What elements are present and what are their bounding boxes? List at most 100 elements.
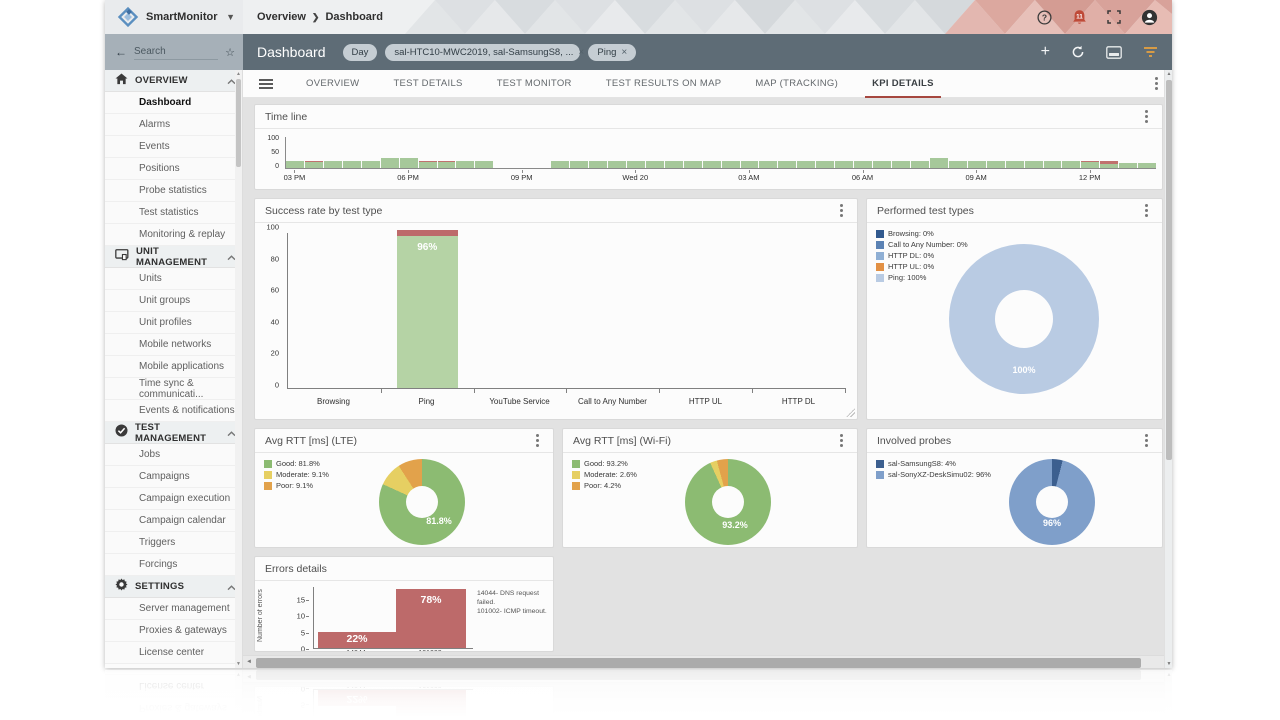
sidebar-item-mobile-networks[interactable]: Mobile networks <box>105 334 242 356</box>
scroll-left-icon[interactable]: ◄ <box>246 673 252 679</box>
sidebar-section-unit-management[interactable]: UNIT MANAGEMENT <box>105 246 242 268</box>
chevron-up-icon[interactable] <box>227 578 236 596</box>
chip-close-icon[interactable]: × <box>578 46 585 58</box>
tab-overview[interactable]: OVERVIEW <box>306 78 360 89</box>
timeline-bar[interactable] <box>626 161 645 168</box>
timeline-bar[interactable] <box>854 161 873 168</box>
timeline-bar[interactable] <box>570 161 588 168</box>
scrollbar-thumb[interactable] <box>256 657 1141 668</box>
sidebar-section-overview[interactable]: OVERVIEW <box>105 70 242 92</box>
scroll-down-icon[interactable]: ▼ <box>236 661 241 667</box>
timeline-bar[interactable] <box>986 161 1005 168</box>
timeline-bar[interactable] <box>589 161 607 168</box>
tab-test-results-on-map[interactable]: TEST RESULTS ON MAP <box>605 78 722 89</box>
chevron-up-icon[interactable] <box>227 248 236 266</box>
timeline-bar[interactable] <box>929 158 948 168</box>
menu-icon[interactable] <box>259 78 273 89</box>
panel-menu-icon[interactable] <box>1140 109 1152 124</box>
timeline-bar[interactable] <box>816 161 835 168</box>
timeline-bar[interactable] <box>1119 162 1138 168</box>
success-bar-ping[interactable]: 96% <box>396 230 458 388</box>
breadcrumb-overview[interactable]: Overview <box>257 11 306 23</box>
timeline-bar[interactable] <box>304 160 323 168</box>
sidebar-item-proxies-gateways[interactable]: Proxies & gateways <box>105 696 242 718</box>
panel-menu-icon[interactable] <box>531 433 543 448</box>
scroll-up-icon[interactable]: ▲ <box>236 71 241 77</box>
back-arrow-icon[interactable]: ← <box>115 45 127 59</box>
timeline-bar[interactable] <box>456 161 475 168</box>
search-input[interactable] <box>134 44 219 60</box>
scroll-down-icon[interactable]: ▼ <box>236 671 241 677</box>
notifications-button[interactable]: 11 <box>1070 8 1088 26</box>
horizontal-scrollbar[interactable]: ◄ ► <box>243 670 1172 683</box>
chip-close-icon[interactable]: × <box>621 46 628 58</box>
sidebar-item-license-center[interactable]: License center <box>105 642 242 664</box>
fullscreen-button[interactable] <box>1105 8 1123 26</box>
timeline-bar[interactable] <box>361 161 380 168</box>
sidebar-item-license-center[interactable]: License center <box>105 674 242 696</box>
timeline-bar[interactable] <box>892 161 910 168</box>
timeline-bar[interactable] <box>778 161 797 168</box>
timeline-bar[interactable] <box>873 161 891 168</box>
sidebar-item-campaign-execution[interactable]: Campaign execution <box>105 488 242 510</box>
timeline-bar[interactable] <box>721 161 740 168</box>
timeline-bar[interactable] <box>607 161 626 168</box>
sidebar-item-positions[interactable]: Positions <box>105 158 242 180</box>
scrollbar-thumb[interactable] <box>236 79 241 167</box>
tab-test-details[interactable]: TEST DETAILS <box>393 78 463 89</box>
scroll-right-icon[interactable]: ► <box>1163 673 1169 679</box>
sidebar-item-triggers[interactable]: Triggers <box>105 532 242 554</box>
timeline-bar[interactable] <box>664 161 683 168</box>
panel-menu-icon[interactable] <box>835 203 847 218</box>
chevron-up-icon[interactable] <box>227 72 236 90</box>
sidebar-item-test-statistics[interactable]: Test statistics <box>105 202 242 224</box>
vertical-scrollbar[interactable]: ▲ ▼ <box>1164 670 1172 720</box>
panel-menu-icon[interactable] <box>835 433 847 448</box>
timeline-bar[interactable] <box>380 158 399 168</box>
sidebar-item-unit-profiles[interactable]: Unit profiles <box>105 312 242 334</box>
sidebar-item-unit-groups[interactable]: Unit groups <box>105 290 242 312</box>
panel-menu-icon[interactable] <box>1140 203 1152 218</box>
sidebar-item-campaign-calendar[interactable]: Campaign calendar <box>105 510 242 532</box>
sidebar-item-alarms[interactable]: Alarms <box>105 114 242 136</box>
chevron-up-icon[interactable] <box>227 424 236 442</box>
error-bar-14044[interactable]: 22% <box>318 631 396 648</box>
sidebar-item-monitoring-replay[interactable]: Monitoring & replay <box>105 224 242 246</box>
timeline-bar[interactable] <box>399 158 418 168</box>
timeline-bar[interactable] <box>551 161 570 168</box>
filter-chip-sal-htc10-mwc2019-sal-sa[interactable]: sal-HTC10-MWC2019, sal-SamsungS8, ... × <box>385 43 584 61</box>
filter-button[interactable] <box>1143 46 1158 58</box>
resize-handle[interactable] <box>846 408 855 417</box>
help-button[interactable]: ? <box>1035 8 1053 26</box>
timeline-bar[interactable] <box>475 161 494 168</box>
timeline-bar[interactable] <box>418 160 437 168</box>
tab-kpi-details[interactable]: KPI DETAILS <box>855 70 951 98</box>
sidebar-item-proxies-gateways[interactable]: Proxies & gateways <box>105 620 242 642</box>
vertical-scrollbar[interactable]: ▲ ▼ <box>1164 70 1172 668</box>
scroll-down-icon[interactable]: ▼ <box>1166 661 1172 667</box>
sidebar-section-test-management[interactable]: TEST MANAGEMENT <box>105 422 242 444</box>
timeline-bar[interactable] <box>1081 160 1100 168</box>
timeline-bar[interactable] <box>645 161 664 168</box>
sidebar-item-dashboard[interactable]: Dashboard <box>105 92 242 114</box>
timeline-bar[interactable] <box>948 161 967 168</box>
scroll-up-icon[interactable]: ▲ <box>1166 71 1172 77</box>
timeline-bar[interactable] <box>740 161 759 168</box>
timeline-bar[interactable] <box>967 161 986 168</box>
timeline-bar[interactable] <box>797 161 816 168</box>
error-bar-14044[interactable]: 22% <box>318 690 396 707</box>
refresh-button[interactable] <box>1071 45 1085 59</box>
sidebar-item-campaigns[interactable]: Campaigns <box>105 466 242 488</box>
timeline-bar[interactable] <box>1024 161 1043 168</box>
sidebar-item-time-sync-communicati[interactable]: Time sync & communicati... <box>105 378 242 400</box>
timeline-bar[interactable] <box>835 161 854 168</box>
sidebar-item-units[interactable]: Units <box>105 268 242 290</box>
sidebar-section-settings[interactable]: SETTINGS <box>105 576 242 598</box>
filter-chip-day[interactable]: Day <box>342 43 378 61</box>
add-widget-button[interactable]: + <box>1040 43 1050 60</box>
favorite-star-icon[interactable]: ☆ <box>225 46 235 59</box>
scrollbar-thumb[interactable] <box>256 670 1141 681</box>
error-bar-101002[interactable]: 78% <box>396 690 466 720</box>
timeline-bar[interactable] <box>1062 161 1081 168</box>
sidebar-item-forcings[interactable]: Forcings <box>105 554 242 576</box>
